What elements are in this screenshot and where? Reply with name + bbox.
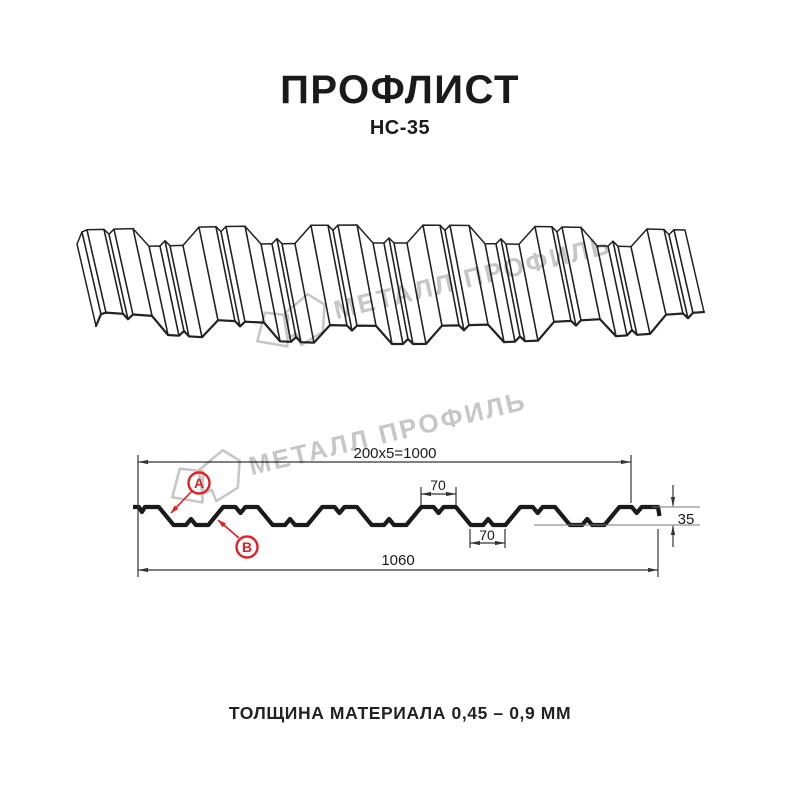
dim-height-35 (534, 485, 700, 547)
callout-b-circle (235, 535, 259, 559)
crest-width-label: 70 (430, 477, 446, 493)
metall-profil-logo-icon (170, 448, 241, 504)
callout-a-circle (187, 471, 211, 495)
callout-a-letter: A (194, 475, 204, 491)
metall-profil-logo-icon (255, 292, 326, 348)
overall-width-label: 1060 (381, 552, 414, 569)
dimension-lines (137, 455, 700, 577)
dim-overall-1060 (138, 529, 659, 577)
coverage-width-label: 200x5=1000 (354, 445, 437, 462)
watermark-lower: МЕТАЛЛ ПРОФИЛЬ (170, 385, 530, 504)
callout-annotations: A B (170, 471, 259, 559)
profile-code-subtitle: НС-35 (369, 117, 431, 139)
watermark-text: МЕТАЛЛ ПРОФИЛЬ (246, 385, 530, 481)
dim-coverage-1000 (137, 455, 632, 577)
profile-height-label: 35 (678, 511, 695, 528)
callout-b-letter: B (242, 539, 252, 555)
thickness-note: ТОЛЩИНА МАТЕРИАЛА 0,45 – 0,9 ММ (228, 703, 572, 723)
page-title: ПРОФЛИСТ (280, 68, 520, 112)
dim-crest-70 (420, 487, 457, 505)
dimension-labels: 200x5=1000 70 70 35 1060 (354, 445, 695, 569)
cross-section-drawing (133, 504, 662, 528)
dim-valley-70 (469, 529, 506, 548)
valley-width-label: 70 (479, 527, 495, 543)
